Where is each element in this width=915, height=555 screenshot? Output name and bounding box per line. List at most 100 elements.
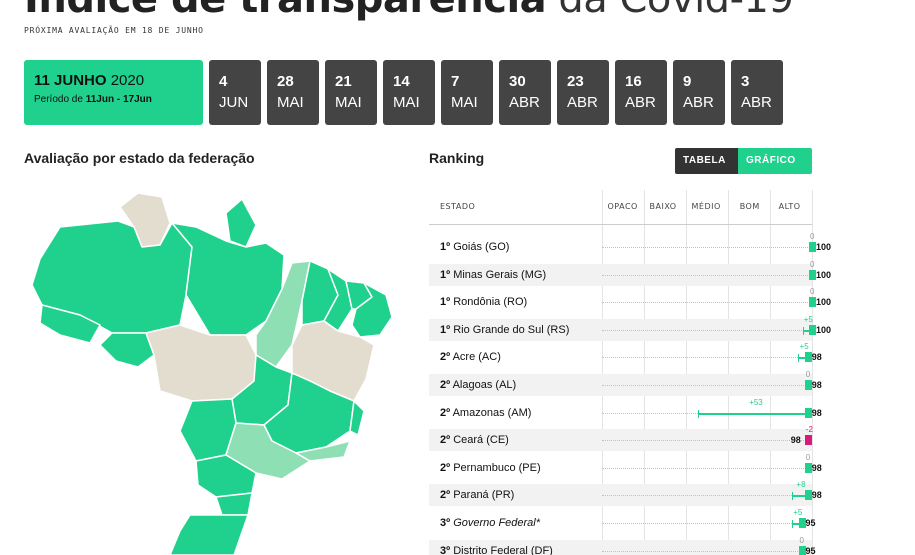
tab-month: ABR <box>741 94 772 111</box>
ranking-row: 1º Rio Grande do Sul (RS) +5 100 <box>429 315 831 341</box>
rank-position: 2º <box>440 379 451 391</box>
ranking-row: 1º Rondônia (RO) 0 100 <box>429 287 831 313</box>
score-change-line <box>697 409 805 418</box>
toggle-table-button[interactable]: TABELA <box>675 148 738 174</box>
state-ap[interactable] <box>225 198 257 248</box>
page-title: Índice de transparência da Covid-19 <box>24 0 794 22</box>
score-change-cap <box>792 520 793 528</box>
rank-position: 2º <box>440 434 451 447</box>
ranking-row: 2º Acre (AC) +5 98 <box>429 342 822 368</box>
tab-day: 4 <box>219 73 228 90</box>
score-marker <box>804 490 812 501</box>
score-change-cap <box>798 354 800 363</box>
header-divider <box>429 224 812 225</box>
tab-day: 16 <box>625 73 642 90</box>
grid-line <box>686 190 687 555</box>
tab-date-21-mai[interactable]: 21 MAI <box>325 60 377 125</box>
tab-date-28-mai[interactable]: 28 MAI <box>267 60 319 125</box>
state-mt[interactable] <box>145 324 257 402</box>
state-sc[interactable] <box>215 492 253 516</box>
column-header-bom: BOM <box>739 202 760 211</box>
tab-date-3-abr[interactable]: 3 ABR <box>731 60 783 125</box>
state-name: Goiás (GO) <box>453 241 510 253</box>
state-name: Amazonas (AM) <box>452 406 532 419</box>
title-bold: Índice de transparência <box>24 0 547 22</box>
toggle-chart-button[interactable]: GRÁFICO <box>738 148 812 174</box>
score-marker <box>804 352 812 363</box>
ranking-row-label: 2º Acre (AC) <box>440 351 501 363</box>
score-change-label: 0 <box>810 259 815 269</box>
state-rj[interactable] <box>295 440 351 462</box>
ranking-row: 2º Paraná (PR) +8 98 <box>429 480 822 507</box>
row-guide-line <box>602 385 812 386</box>
tab-date-4-jun[interactable]: 4 JUN <box>209 60 261 125</box>
period-range: 11Jun - 17Jun <box>85 94 152 105</box>
score-change-line <box>792 492 805 501</box>
score-value: 100 <box>816 324 832 335</box>
score-change-cap <box>697 409 699 418</box>
grid-line <box>812 190 813 555</box>
state-name: Acre (AC) <box>452 351 501 364</box>
rank-position: 1º <box>440 241 451 253</box>
row-guide-line <box>602 247 812 248</box>
row-guide-line <box>602 440 812 442</box>
score-value: 100 <box>816 242 832 252</box>
state-name: Distrito Federal (DF) <box>453 544 553 555</box>
ranking-row-label: 2º Ceará (CE) <box>440 434 509 446</box>
score-change-label: +8 <box>796 480 806 490</box>
state-rs[interactable] <box>169 514 249 555</box>
state-name: Governo Federal* <box>453 517 541 529</box>
state-to[interactable] <box>255 260 311 368</box>
tab-month: ABR <box>567 94 598 111</box>
grid-line <box>644 190 645 555</box>
rank-position: 2º <box>440 351 451 364</box>
ranking-row: 3º Governo Federal* +5 95 <box>429 508 816 534</box>
score-value: 98 <box>811 407 822 418</box>
map-section-title: Avaliação por estado da federação <box>24 150 255 166</box>
score-value: 98 <box>790 435 801 446</box>
active-date-year: 2020 <box>110 72 145 89</box>
grid-line <box>770 190 771 555</box>
tab-date-14-mai[interactable]: 14 MAI <box>383 60 435 125</box>
state-es[interactable] <box>349 400 365 436</box>
column-header-opaco: OPACO <box>607 202 638 211</box>
state-ro[interactable] <box>99 332 155 368</box>
tab-date-16-abr[interactable]: 16 ABR <box>615 60 667 125</box>
tab-date-7-mai[interactable]: 7 MAI <box>441 60 493 125</box>
row-guide-line <box>602 550 812 552</box>
tab-date-9-abr[interactable]: 9 ABR <box>673 60 725 125</box>
state-name: Alagoas (AL) <box>452 379 517 391</box>
column-header-médio: MÉDIO <box>691 202 721 211</box>
ranking-row: 2º Ceará (CE) -2 98 <box>429 425 813 452</box>
tab-date-23-abr[interactable]: 23 ABR <box>557 60 609 125</box>
tab-month: ABR <box>625 94 656 111</box>
ranking-row: 2º Amazonas (AM) +53 98 <box>429 398 822 424</box>
row-guide-line <box>602 329 812 331</box>
score-change-label: +53 <box>749 397 763 407</box>
score-value: 98 <box>811 352 822 363</box>
rank-position: 2º <box>440 406 451 419</box>
score-change-line <box>802 326 809 335</box>
view-toggle: TABELA GRÁFICO <box>675 148 812 174</box>
tab-month: MAI <box>335 94 362 111</box>
ranking-row-label: 2º Pernambuco (PE) <box>440 462 541 474</box>
brazil-map <box>31 192 393 555</box>
state-name: Rondônia (RO) <box>453 296 528 309</box>
score-change-label: -2 <box>805 425 813 435</box>
tab-day: 3 <box>741 73 750 90</box>
score-marker <box>809 297 816 308</box>
state-ba[interactable] <box>291 320 375 402</box>
score-change-label: 0 <box>810 287 815 297</box>
state-am[interactable] <box>31 220 193 334</box>
tab-date-30-abr[interactable]: 30 ABR <box>499 60 551 125</box>
tab-day: 7 <box>451 73 460 90</box>
score-marker <box>804 380 812 390</box>
state-ac[interactable] <box>39 304 101 344</box>
score-change-label: +5 <box>793 508 803 517</box>
rank-position: 2º <box>440 461 451 474</box>
grid-line <box>602 190 603 555</box>
tab-active-date[interactable]: 11 JUNHO 2020 Período de 11Jun - 17Jun <box>24 60 203 125</box>
score-change-label: 0 <box>805 452 811 462</box>
score-marker <box>809 242 816 252</box>
ranking-row: 2º Alagoas (AL) 0 98 <box>429 370 822 396</box>
